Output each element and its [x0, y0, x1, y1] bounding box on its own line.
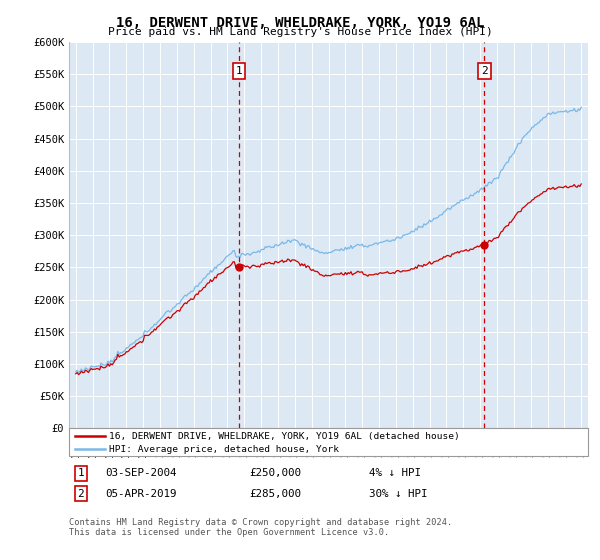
Text: 30% ↓ HPI: 30% ↓ HPI: [369, 489, 427, 499]
Text: £285,000: £285,000: [249, 489, 301, 499]
Text: 16, DERWENT DRIVE, WHELDRAKE, YORK, YO19 6AL: 16, DERWENT DRIVE, WHELDRAKE, YORK, YO19…: [116, 16, 484, 30]
Text: Price paid vs. HM Land Registry's House Price Index (HPI): Price paid vs. HM Land Registry's House …: [107, 27, 493, 37]
Text: 4% ↓ HPI: 4% ↓ HPI: [369, 468, 421, 478]
Text: HPI: Average price, detached house, York: HPI: Average price, detached house, York: [109, 445, 339, 454]
Text: 2: 2: [77, 489, 85, 499]
Text: 05-APR-2019: 05-APR-2019: [105, 489, 176, 499]
Text: 1: 1: [235, 66, 242, 76]
Text: £250,000: £250,000: [249, 468, 301, 478]
Text: 1: 1: [77, 468, 85, 478]
Text: 16, DERWENT DRIVE, WHELDRAKE, YORK, YO19 6AL (detached house): 16, DERWENT DRIVE, WHELDRAKE, YORK, YO19…: [109, 432, 460, 441]
Text: Contains HM Land Registry data © Crown copyright and database right 2024.
This d: Contains HM Land Registry data © Crown c…: [69, 518, 452, 538]
Text: 03-SEP-2004: 03-SEP-2004: [105, 468, 176, 478]
Text: 2: 2: [481, 66, 488, 76]
